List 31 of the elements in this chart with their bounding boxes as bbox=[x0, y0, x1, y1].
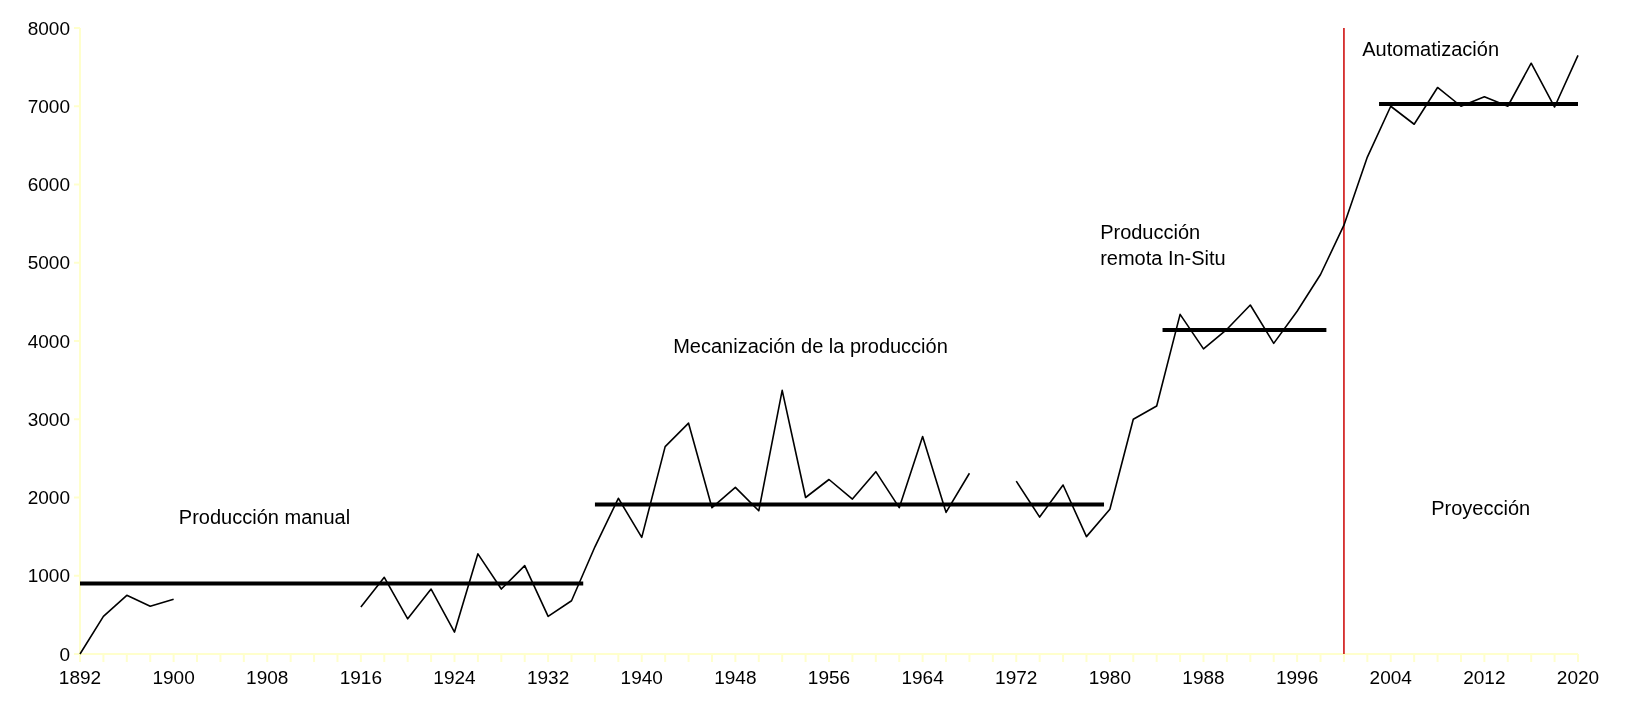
annotation: Producción manual bbox=[178, 506, 351, 529]
x-tick-label: 2020 bbox=[1556, 667, 1600, 688]
x-tick-label: 1956 bbox=[807, 667, 851, 688]
y-tick-label: 6000 bbox=[27, 174, 70, 196]
x-tick-label: 1932 bbox=[526, 667, 570, 688]
annotation: Automatización bbox=[1362, 38, 1500, 61]
y-tick-label: 5000 bbox=[27, 252, 70, 274]
y-tick-label: 0 bbox=[59, 643, 70, 665]
x-tick-label: 1948 bbox=[714, 667, 757, 688]
annotation: Proyección bbox=[1431, 497, 1531, 520]
x-tick-label: 1996 bbox=[1275, 667, 1319, 688]
x-tick-label: 1972 bbox=[995, 667, 1038, 688]
x-tick-label: 1964 bbox=[901, 667, 945, 688]
x-tick-label: 1940 bbox=[620, 667, 663, 688]
y-tick-label: 2000 bbox=[27, 487, 70, 509]
y-tick-label: 8000 bbox=[27, 17, 70, 39]
y-tick-label: 4000 bbox=[27, 330, 70, 352]
x-tick-label: 1908 bbox=[246, 667, 289, 688]
x-tick-label: 1916 bbox=[339, 667, 383, 688]
x-tick-label: 1892 bbox=[58, 667, 102, 688]
x-tick-label: 2012 bbox=[1463, 667, 1506, 688]
y-tick-label: 3000 bbox=[27, 408, 70, 430]
annotation: Mecanización de la producción bbox=[673, 335, 948, 358]
y-tick-label: 1000 bbox=[27, 565, 70, 587]
x-tick-label: 1924 bbox=[433, 667, 477, 688]
x-tick-label: 1980 bbox=[1088, 667, 1132, 688]
annotation: Producción remota In-Situ bbox=[1100, 221, 1226, 270]
x-tick-label: 2004 bbox=[1369, 667, 1413, 688]
x-tick-label: 1900 bbox=[152, 667, 195, 688]
x-tick-label: 1988 bbox=[1182, 667, 1225, 688]
y-tick-label: 7000 bbox=[27, 95, 70, 117]
